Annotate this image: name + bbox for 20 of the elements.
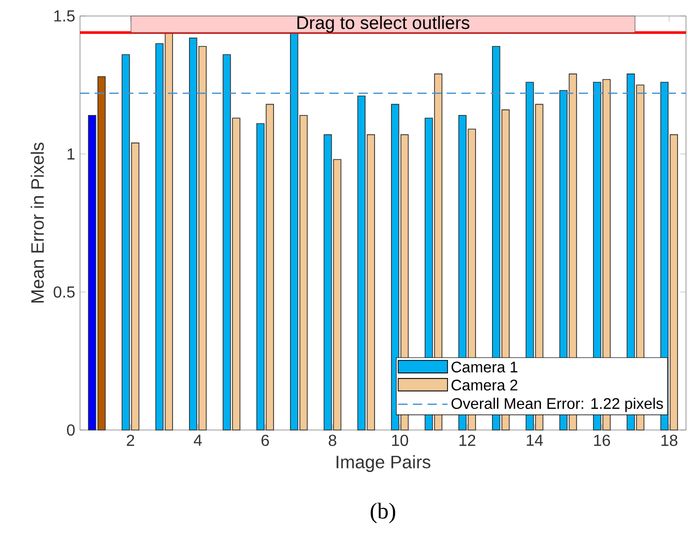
x-tick-label: 18 [661, 434, 678, 446]
x-tick-label: 6 [262, 434, 269, 446]
legend-label: Camera 1 [452, 362, 518, 372]
x-tick-label: 2 [126, 434, 134, 446]
band-label: Drag to select outliers [297, 16, 470, 33]
legend-label: Overall Mean Error: 1.22 pixels [452, 398, 663, 412]
x-axis-title: Image Pairs [336, 455, 430, 472]
legend-label: Camera 2 [452, 380, 518, 391]
x-tick-label: 16 [594, 434, 610, 446]
y-tick-label: 0.5 [54, 286, 75, 298]
x-tick-label: 8 [328, 434, 336, 446]
y-tick-label: 1.5 [54, 10, 75, 22]
text: (b) [370, 502, 396, 524]
y-tick-label: 0 [67, 424, 75, 436]
x-tick-label: 12 [459, 434, 476, 446]
y-axis-title: Mean Error in Pixels [30, 142, 44, 303]
x-tick-label: 10 [392, 434, 408, 446]
x-tick-label: 4 [194, 434, 202, 446]
y-tick-label: 1 [68, 148, 75, 160]
x-tick-label: 14 [526, 434, 543, 446]
